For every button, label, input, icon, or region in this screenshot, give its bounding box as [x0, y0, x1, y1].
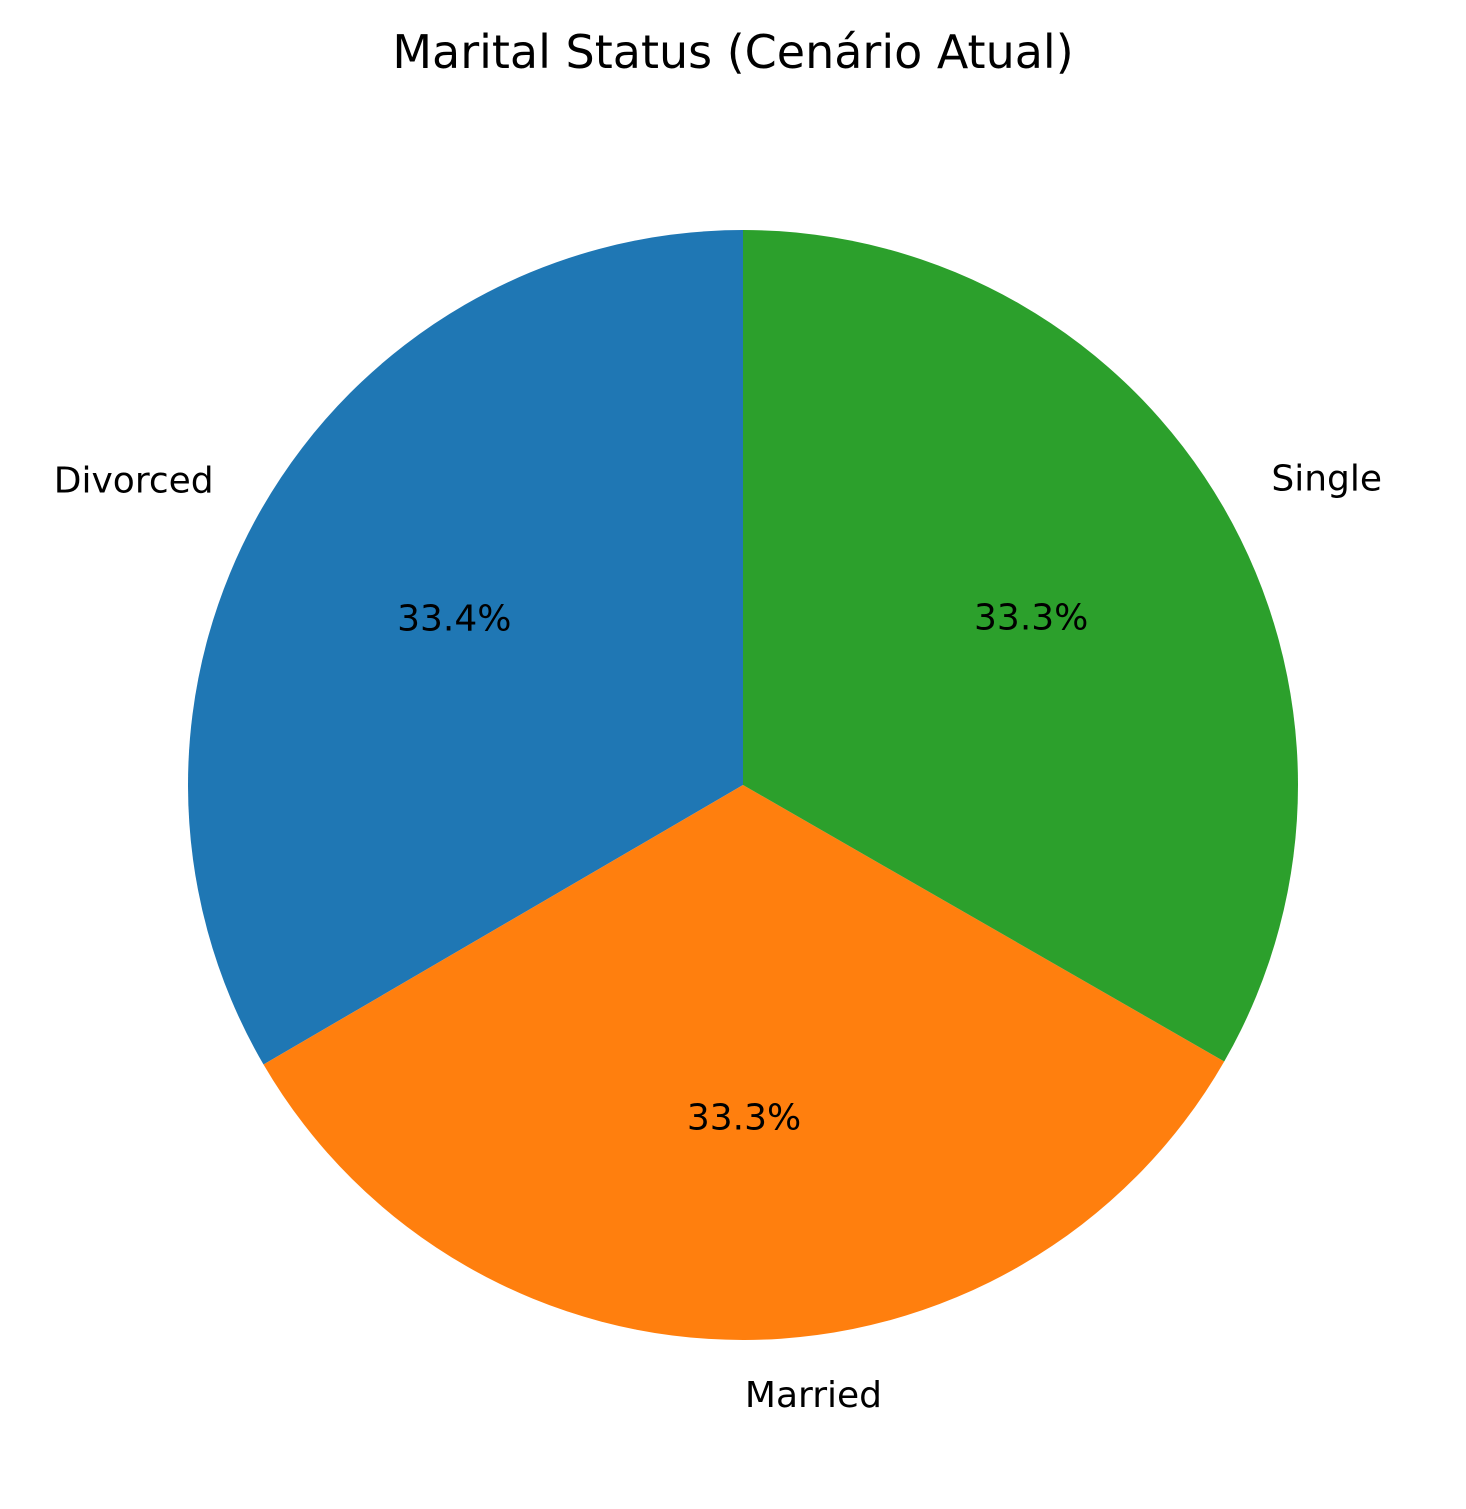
pie-slice-single [743, 230, 1298, 1062]
pie-percent-label-single: 33.3% [974, 598, 1088, 639]
pie-percent-label-divorced: 33.4% [397, 599, 511, 640]
chart-title: Marital Status (Cenário Atual) [392, 25, 1074, 79]
pie-percent-label-married: 33.3% [687, 1097, 801, 1138]
pie-slice-married [263, 785, 1225, 1340]
pie-category-label-divorced: Divorced [54, 460, 214, 501]
pie-category-labels: Divorced Married Single [54, 459, 1382, 1416]
pie-percent-labels: 33.4% 33.3% 33.3% [397, 598, 1088, 1139]
pie-category-label-single: Single [1271, 459, 1382, 500]
pie-category-label-married: Married [745, 1375, 882, 1416]
pie-slices [187, 230, 1298, 1340]
pie-slice-divorced [187, 230, 743, 1065]
